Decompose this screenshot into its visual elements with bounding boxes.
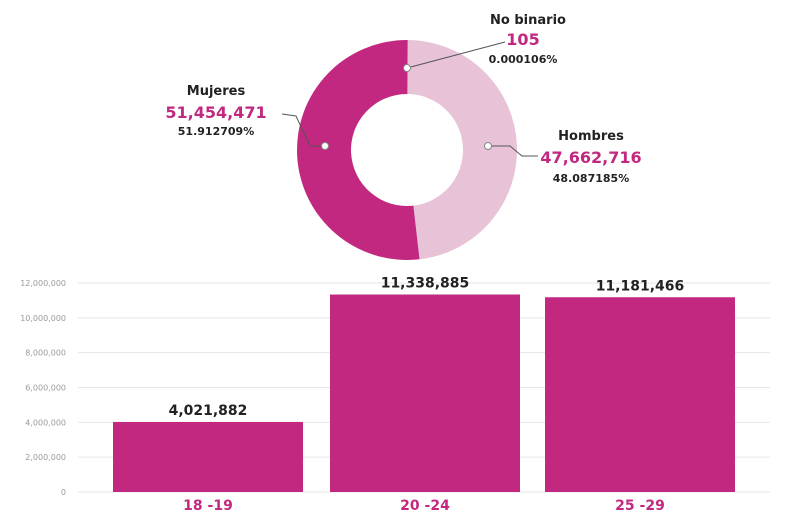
donut-chart: No binario 105 0.000106% Hombres 47,662,… xyxy=(165,13,642,260)
y-axis-ticks: 0 2,000,000 4,000,000 6,000,000 8,000,000 10,… xyxy=(20,279,66,497)
slice-name-hombres: Hombres xyxy=(558,129,624,144)
marker-hombres xyxy=(484,142,492,150)
label-group-mujeres: Mujeres 51,454,471 51.912709% xyxy=(165,84,329,150)
y-tick-label: 12,000,000 xyxy=(20,279,66,288)
leader-line-no-binario xyxy=(406,41,506,69)
label-group-no-binario: No binario 105 0.000106% xyxy=(403,13,566,72)
y-tick-label: 6,000,000 xyxy=(25,384,66,393)
slice-name-mujeres: Mujeres xyxy=(187,84,246,99)
bar-25-29 xyxy=(545,297,735,492)
slice-percent-mujeres: 51.912709% xyxy=(178,125,254,138)
slice-percent-no-binario: 0.000106% xyxy=(489,53,558,66)
y-tick-label: 10,000,000 xyxy=(20,314,66,323)
bars xyxy=(113,294,735,492)
leader-line-hombres xyxy=(488,145,538,157)
bar-grid xyxy=(78,282,770,493)
leader-line-mujeres xyxy=(281,113,325,147)
slice-value-no-binario: 105 xyxy=(506,30,539,49)
bar-value-label: 11,338,885 xyxy=(381,276,470,292)
donut-slices xyxy=(296,40,517,260)
y-tick-label: 2,000,000 xyxy=(25,453,66,462)
slice-value-hombres: 47,662,716 xyxy=(540,148,641,167)
donut-slice-hombres xyxy=(407,40,517,260)
y-tick-label: 8,000,000 xyxy=(25,349,66,358)
slice-value-mujeres: 51,454,471 xyxy=(165,103,266,122)
label-group-hombres: Hombres 47,662,716 48.087185% xyxy=(484,129,642,185)
x-tick-label: 25 -29 xyxy=(615,498,665,513)
slice-percent-hombres: 48.087185% xyxy=(553,172,629,185)
bar-value-label: 11,181,466 xyxy=(596,278,685,294)
marker-mujeres xyxy=(321,142,329,150)
bar-value-labels: 4,021,882 11,338,885 11,181,466 xyxy=(169,276,685,419)
x-axis-labels: 18 -19 20 -24 25 -29 xyxy=(183,498,665,513)
donut-slice-mujeres xyxy=(296,40,420,260)
marker-no-binario xyxy=(403,64,411,72)
slice-name-no-binario: No binario xyxy=(490,13,566,28)
y-tick-label: 0 xyxy=(61,488,66,497)
x-tick-label: 20 -24 xyxy=(400,498,450,513)
bar-18-19 xyxy=(113,421,303,492)
bar-20-24 xyxy=(330,294,520,492)
bar-value-label: 4,021,882 xyxy=(169,403,248,419)
x-tick-label: 18 -19 xyxy=(183,498,233,513)
y-tick-label: 4,000,000 xyxy=(25,418,66,427)
